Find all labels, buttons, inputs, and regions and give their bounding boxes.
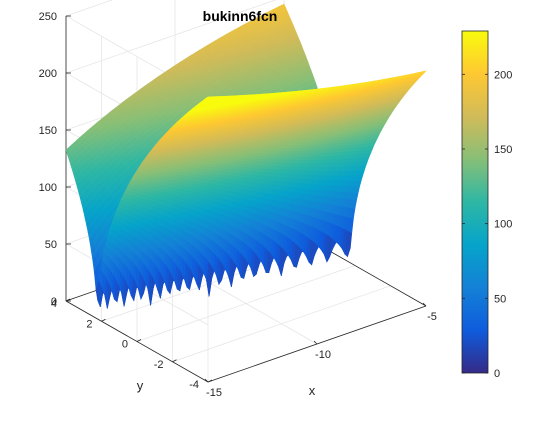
surface-mesh bbox=[66, 4, 426, 308]
